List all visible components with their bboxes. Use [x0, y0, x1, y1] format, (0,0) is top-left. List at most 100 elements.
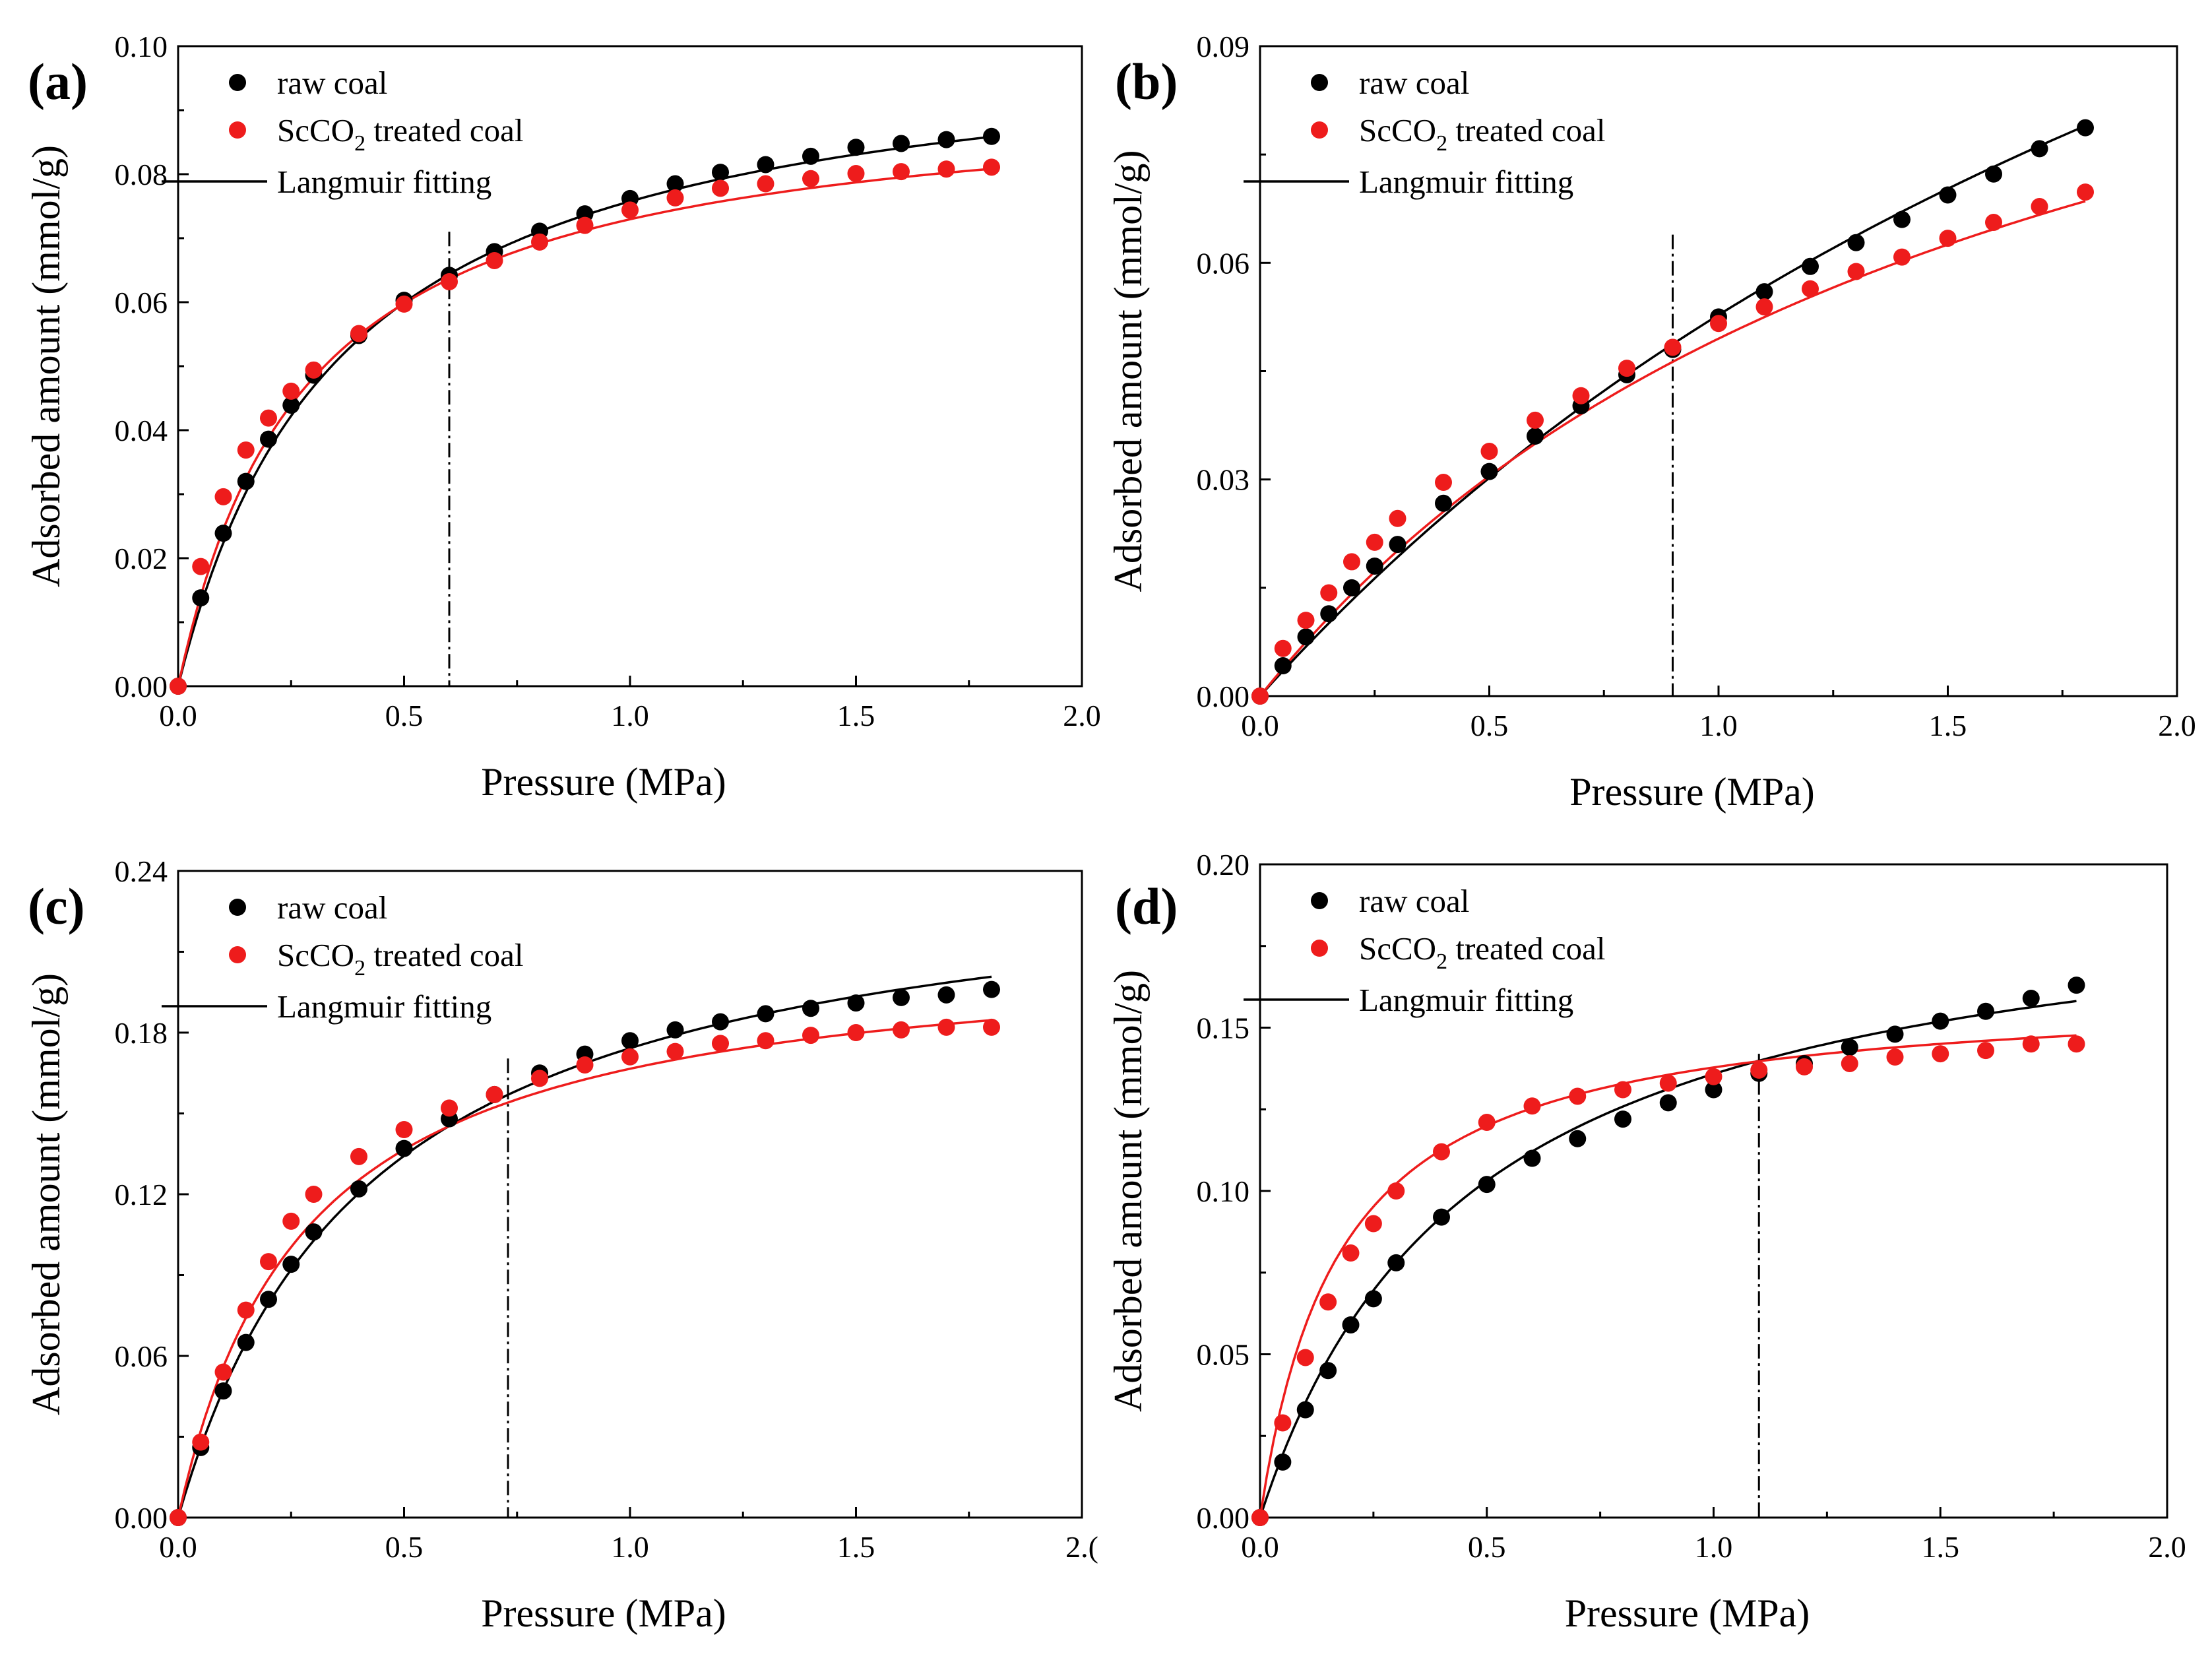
data-point-treated	[1847, 263, 1865, 280]
data-point-treated	[1893, 248, 1911, 266]
data-point-treated	[170, 1509, 187, 1526]
data-point-raw	[1985, 165, 2002, 183]
data-point-raw	[1932, 1012, 1949, 1030]
data-point-raw	[1435, 494, 1452, 512]
data-point-raw	[1364, 1290, 1382, 1308]
data-point-treated	[983, 1018, 1000, 1036]
data-point-treated	[2077, 183, 2094, 201]
chart-panel-c: (c) 0.0 0.5 1.0 1.5 2.(0.00 0.06 0.12 0.18 0.24 Pr…	[24, 854, 1098, 1635]
chart-panel-d: (d) 0.0 0.5 1.0 1.5 2.0 0.00 0.05 0.10 0.15 0.20 Pr…	[1106, 848, 2186, 1635]
legend-treated-subscript: 2	[1436, 949, 1447, 974]
data-point-treated	[486, 251, 503, 269]
data-point-raw	[260, 430, 277, 448]
data-point-raw	[712, 1013, 729, 1031]
data-point-raw	[1569, 1130, 1587, 1147]
data-point-treated	[666, 189, 684, 207]
legend-treated-suffix: treated coal	[365, 112, 523, 148]
data-point-treated	[1274, 639, 1292, 657]
data-point-treated	[1478, 1114, 1496, 1132]
data-point-raw	[757, 156, 774, 174]
data-point-treated	[214, 1363, 232, 1381]
x-axis-title: Pressure (MPa)	[1565, 1591, 1810, 1635]
data-point-treated	[441, 273, 458, 290]
data-point-treated	[1659, 1074, 1677, 1092]
x-tick-label: 1.5	[837, 1530, 875, 1564]
data-point-raw	[1847, 234, 1865, 251]
data-point-treated	[441, 1099, 458, 1117]
data-point-treated	[1251, 688, 1269, 705]
data-point-treated	[1886, 1048, 1904, 1066]
panel-label: (c)	[28, 878, 85, 935]
data-point-treated	[260, 1253, 277, 1271]
data-point-treated	[1342, 1244, 1360, 1262]
data-point-treated	[282, 1212, 300, 1230]
y-tick-label: 0.00	[115, 1501, 168, 1535]
data-point-treated	[1569, 1087, 1587, 1105]
x-tick-label: 1.5	[837, 699, 875, 732]
data-point-treated	[983, 158, 1000, 176]
legend-label-raw: raw coal	[1359, 883, 1469, 919]
data-point-treated	[1319, 1293, 1337, 1311]
x-tick-label: 1.0	[1699, 709, 1738, 742]
data-point-treated	[395, 295, 413, 313]
data-point-raw	[237, 1333, 255, 1351]
legend-marker-raw	[1311, 74, 1328, 91]
x-tick-label: 0.5	[385, 699, 424, 732]
data-point-raw	[1886, 1025, 1904, 1043]
legend-treated-subscript: 2	[1436, 131, 1447, 156]
data-point-treated	[1343, 553, 1360, 571]
x-tick-label: 1.5	[1922, 1530, 1960, 1564]
data-point-treated	[802, 170, 819, 187]
data-point-treated	[757, 175, 774, 193]
y-axis-title: Adsorbed amount (mmol/g)	[24, 973, 68, 1415]
x-tick-label: 1.0	[611, 699, 649, 732]
data-point-raw	[893, 988, 910, 1006]
data-point-treated	[282, 382, 300, 400]
panel-label: (d)	[1115, 878, 1178, 935]
langmuir-fit-treated	[177, 168, 992, 687]
legend-treated-prefix: ScCO	[1359, 112, 1436, 148]
y-tick-label: 0.00	[1197, 680, 1250, 713]
data-point-raw	[666, 175, 684, 193]
data-point-treated	[305, 1186, 323, 1203]
data-point-treated	[847, 165, 865, 183]
legend-marker-raw	[1311, 892, 1328, 909]
x-tick-label: 2.0	[1063, 699, 1101, 732]
data-point-raw	[192, 589, 210, 607]
data-point-raw	[666, 1021, 684, 1039]
panel-label: (a)	[28, 53, 88, 110]
x-tick-label: 0.5	[1470, 709, 1509, 742]
x-tick-label: 1.0	[1695, 1530, 1733, 1564]
data-point-raw	[282, 1256, 300, 1273]
data-point-treated	[712, 179, 729, 197]
y-axis-title: Adsorbed amount (mmol/g)	[24, 145, 68, 587]
x-tick-label: 0.5	[1468, 1530, 1506, 1564]
data-point-treated	[1841, 1054, 1858, 1072]
data-point-raw	[237, 472, 255, 490]
data-point-treated	[1796, 1058, 1813, 1075]
data-point-treated	[192, 558, 210, 575]
legend-label-treated: ScCO2 treated coal	[277, 112, 523, 156]
data-point-treated	[2068, 1035, 2085, 1053]
data-point-raw	[1433, 1208, 1450, 1226]
data-point-raw	[1387, 1254, 1405, 1271]
data-point-raw	[1389, 536, 1406, 554]
legend-label-raw: raw coal	[277, 889, 387, 926]
data-point-treated	[1523, 1097, 1541, 1115]
y-tick-label: 0.04	[115, 414, 168, 447]
legend-treated-prefix: ScCO	[1359, 930, 1436, 967]
data-point-treated	[1614, 1081, 1631, 1099]
data-point-raw	[937, 986, 955, 1004]
x-axis-title: Pressure (MPa)	[481, 760, 726, 804]
legend-marker-treated	[229, 121, 246, 139]
data-point-raw	[983, 127, 1000, 145]
data-point-treated	[237, 1301, 255, 1319]
data-point-treated	[350, 1147, 367, 1165]
data-point-raw	[847, 994, 865, 1012]
data-point-treated	[260, 409, 277, 427]
data-point-treated	[1435, 474, 1452, 492]
legend-label-fit: Langmuir fitting	[1359, 164, 1573, 200]
data-point-raw	[757, 1005, 774, 1023]
y-tick-label: 0.06	[115, 286, 168, 319]
legend-label-fit: Langmuir fitting	[277, 988, 491, 1025]
